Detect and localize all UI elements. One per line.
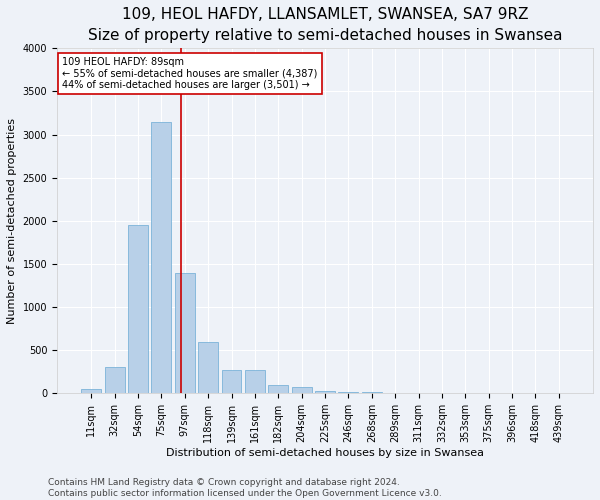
Bar [221,370,241,394]
Bar [292,387,311,394]
Bar [245,370,265,394]
Text: Contains HM Land Registry data © Crown copyright and database right 2024.
Contai: Contains HM Land Registry data © Crown c… [48,478,442,498]
Bar [175,272,195,394]
Title: 109, HEOL HAFDY, LLANSAMLET, SWANSEA, SA7 9RZ
Size of property relative to semi-: 109, HEOL HAFDY, LLANSAMLET, SWANSEA, SA… [88,7,562,43]
Bar [105,368,125,394]
Bar [198,342,218,394]
X-axis label: Distribution of semi-detached houses by size in Swansea: Distribution of semi-detached houses by … [166,448,484,458]
Bar [82,389,101,394]
Text: 109 HEOL HAFDY: 89sqm
← 55% of semi-detached houses are smaller (4,387)
44% of s: 109 HEOL HAFDY: 89sqm ← 55% of semi-deta… [62,57,318,90]
Bar [315,390,335,394]
Y-axis label: Number of semi-detached properties: Number of semi-detached properties [7,118,17,324]
Bar [128,225,148,394]
Bar [338,392,358,394]
Bar [268,384,288,394]
Bar [362,392,382,394]
Bar [151,122,172,394]
